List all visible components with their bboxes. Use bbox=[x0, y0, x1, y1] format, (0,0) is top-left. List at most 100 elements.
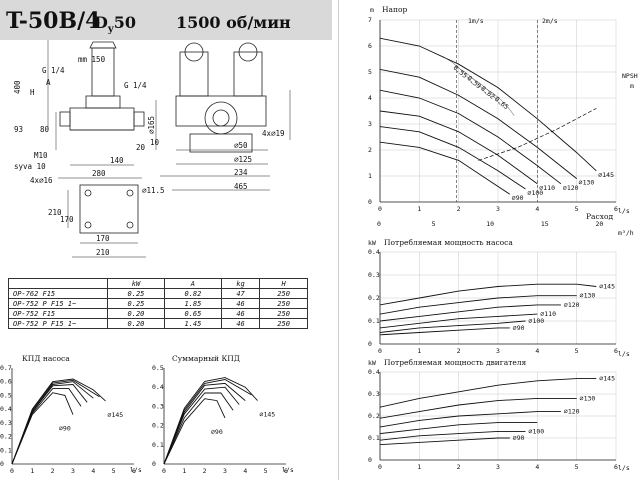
dim-d165: ⌀165 bbox=[147, 116, 156, 134]
series-line bbox=[163, 377, 258, 465]
x-tick-label: 1 bbox=[417, 205, 421, 213]
dim-234: 234 bbox=[234, 168, 248, 177]
dim-10: 10 bbox=[150, 138, 160, 147]
y-tick-label: 0.2 bbox=[368, 294, 380, 302]
y-tick-label: 0.2 bbox=[0, 433, 12, 441]
x-tick-label: 6 bbox=[284, 467, 288, 475]
dim-140: 140 bbox=[110, 156, 124, 165]
flow-label: Расход bbox=[586, 212, 613, 221]
x-tick-label: 5 bbox=[264, 467, 268, 475]
series-label: ⌀90 bbox=[59, 425, 71, 433]
series-label: ⌀90 bbox=[211, 428, 223, 436]
outlet-flange-left bbox=[133, 111, 145, 127]
x-tick-label: 2 bbox=[51, 467, 55, 475]
dim-400: 400 bbox=[13, 80, 22, 94]
x-tick-label: 3 bbox=[223, 467, 227, 475]
x2-tick-label: 20 bbox=[596, 220, 604, 228]
efficiency-line bbox=[484, 87, 515, 116]
y-tick-label: 0.3 bbox=[0, 419, 12, 427]
inlet-flange-left bbox=[59, 111, 71, 127]
npsh-curve bbox=[478, 108, 597, 161]
nominal-diameter: Dy50 bbox=[94, 13, 136, 36]
series-label: ⌀130 bbox=[580, 292, 596, 300]
series-label: ⌀130 bbox=[580, 394, 596, 402]
chart-title-kpd-total: Суммарный КПД bbox=[172, 354, 240, 363]
pump-drawing: mm 150 G 1/4 G 1/4 400 H A 93 80 ⌀165 20… bbox=[13, 40, 291, 258]
npsh-unit: m bbox=[630, 82, 634, 90]
x-tick-label: 5 bbox=[112, 467, 116, 475]
series-label: ⌀110 bbox=[540, 310, 556, 318]
chart-kpd-total: 0 1 2 3 4 5 6 0 0.1 0.2 0.3 0.4 0.5 ⌀90 ⌀145 bbox=[152, 364, 288, 475]
y-tick-label: 0.4 bbox=[368, 248, 380, 256]
y-tick-label: 0.1 bbox=[368, 317, 380, 325]
series-line bbox=[379, 110, 538, 185]
motor-power-x-unit: l/s bbox=[618, 464, 630, 472]
dim-m10: M10 bbox=[34, 151, 48, 160]
dim-465: 465 bbox=[234, 182, 248, 191]
series-line bbox=[163, 398, 226, 465]
series-line bbox=[379, 141, 511, 195]
series-line bbox=[163, 382, 246, 465]
x-tick-label: 2 bbox=[457, 205, 461, 213]
y-tick-label: 0.5 bbox=[0, 391, 12, 399]
y-tick-label: 0 bbox=[368, 198, 372, 206]
chart-title-kpd-pump: КПД насоса bbox=[22, 354, 70, 363]
dim-d50: ⌀50 bbox=[234, 141, 248, 150]
series-line bbox=[379, 430, 526, 441]
dim-93: 93 bbox=[14, 125, 23, 134]
y-tick-label: 0.7 bbox=[0, 364, 12, 372]
series-line bbox=[379, 411, 561, 428]
x-tick-label: 2 bbox=[203, 467, 207, 475]
bolt-hole-icon bbox=[84, 189, 92, 197]
x2-tick-label: 15 bbox=[541, 220, 549, 228]
series-label: ⌀100 bbox=[529, 427, 545, 435]
chart-pump-power: 0 1 2 3 4 5 6 0 0.1 0.2 0.3 0.4 ⌀145⌀130⌀120 ⌀110⌀100… bbox=[368, 248, 618, 355]
series-label: ⌀120 bbox=[564, 408, 580, 416]
series-line bbox=[379, 37, 597, 172]
series-line bbox=[379, 327, 510, 336]
model-cell: OP-752 P F15 1~ bbox=[8, 318, 108, 329]
y-tick-label: 0.3 bbox=[368, 390, 380, 398]
x2-tick-label: 10 bbox=[486, 220, 494, 228]
y-tick-label: 0 bbox=[0, 460, 4, 468]
npsh-label: NPSH bbox=[622, 72, 638, 80]
x-tick-label: 3 bbox=[496, 205, 500, 213]
x-tick-label: 2 bbox=[457, 463, 461, 471]
table-row: OP-752 P F15 1~ 0.25 1.85 46 250 bbox=[8, 298, 308, 309]
y-tick-label: 0.5 bbox=[152, 364, 164, 372]
y-tick-label: 0.2 bbox=[152, 422, 164, 430]
head-axis-unit: m bbox=[370, 6, 374, 14]
efficiency-label: 0.62 bbox=[479, 85, 496, 101]
chart-title-pump-power: Потребляемая мощность насоса bbox=[384, 238, 513, 247]
y-tick-label: 0.4 bbox=[152, 383, 164, 391]
y-tick-label: 0.4 bbox=[368, 368, 380, 376]
x-tick-label: 3 bbox=[496, 463, 500, 471]
x-tick-label: 4 bbox=[535, 205, 539, 213]
rotation-speed: 1500 об/мин bbox=[176, 13, 291, 32]
x-tick-label: 5 bbox=[575, 205, 579, 213]
series-line bbox=[379, 397, 577, 419]
y-tick-label: 0.1 bbox=[0, 446, 12, 454]
head-x2-unit: m³/h bbox=[618, 229, 634, 237]
series-line bbox=[163, 379, 252, 465]
series-label: ⌀145 bbox=[598, 171, 614, 179]
model-title: T-50B/4 bbox=[6, 8, 101, 34]
x-tick-label: 3 bbox=[496, 347, 500, 355]
dim-80: 80 bbox=[40, 125, 50, 134]
motor-fan-icon bbox=[238, 42, 258, 62]
series-label: ⌀90 bbox=[513, 324, 525, 332]
series-line bbox=[379, 313, 538, 329]
page-divider bbox=[338, 0, 339, 480]
series-label: ⌀120 bbox=[563, 184, 579, 192]
y-tick-label: 0.2 bbox=[368, 412, 380, 420]
dim-280: 280 bbox=[92, 169, 106, 178]
series-line bbox=[163, 392, 234, 465]
x-tick-label: 0 bbox=[10, 467, 14, 475]
series-line bbox=[379, 437, 510, 446]
series-label: ⌀145 bbox=[599, 283, 615, 291]
x-tick-label: 4 bbox=[243, 467, 247, 475]
series-line bbox=[379, 283, 597, 306]
y-tick-label: 4 bbox=[368, 94, 372, 102]
